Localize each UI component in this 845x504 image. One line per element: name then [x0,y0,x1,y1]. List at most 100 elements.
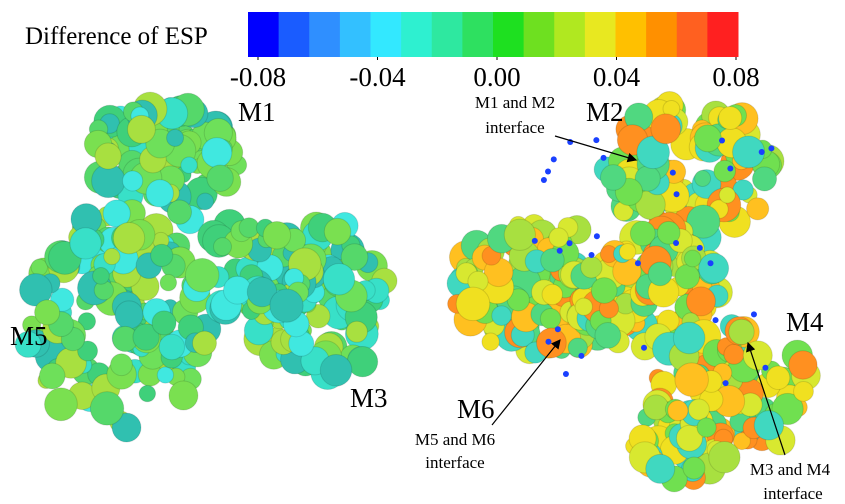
surface-sphere [540,247,565,273]
arrow [491,339,561,426]
surface-spot [696,244,703,251]
surface-sphere [718,186,736,204]
surface-sphere [38,362,66,390]
colorbar-block [278,12,310,57]
surface-spot [578,352,585,359]
surface-spot [641,344,648,351]
surface-sphere [89,391,125,426]
surface-sphere [675,424,703,452]
surface-sphere [69,227,102,260]
surface-spot [540,177,547,184]
surface-sphere [345,320,368,343]
surface-spot [727,165,734,172]
surface-sphere [168,380,199,411]
surface-sphere [536,327,567,359]
label-m3: M3 [350,383,388,413]
colorbar-block [309,12,341,57]
surface-sphere [455,286,491,322]
surface-spot [593,137,600,144]
colorbar-block [523,12,555,57]
colorbar-block [584,12,616,57]
surface-sphere [192,330,217,356]
surface-sphere [713,159,737,183]
surface-sphere [718,105,743,131]
surface-sphere [269,288,304,323]
surface-sphere [694,169,712,187]
interface-label: M5 and M6 [415,430,495,449]
surface-sphere [656,220,681,245]
surface-sphere [132,323,160,351]
colorbar-block [401,12,433,57]
surface-sphere [548,227,569,248]
surface-sphere [539,308,562,330]
surface-sphere [122,170,144,192]
surface-sphere [667,399,689,422]
surface-sphere [788,350,818,380]
molecule-surfaces [14,91,821,493]
surface-spot [722,380,729,387]
surface-sphere [746,197,770,221]
surface-spot [673,240,680,247]
surface-sphere [682,456,706,480]
surface-sphere [158,333,186,361]
surface-sphere [102,199,131,228]
surface-sphere [138,384,157,403]
arrow [554,135,638,163]
surface-spot [566,240,573,247]
surface-sphere [94,142,122,170]
surface-sphere [728,318,755,346]
surface-sphere [262,220,292,250]
colorbar-block [248,12,280,57]
surface-sphere [645,453,676,484]
colorbar-block [431,12,463,57]
surface-sphere [92,267,110,285]
colorbar-block [462,12,494,57]
colorbar-tick-label: 0.04 [593,62,641,92]
surface-sphere [708,441,741,474]
surface-sphere [753,410,785,441]
surface-sphere [34,299,61,326]
surface-sphere [742,340,773,371]
surface-spot [562,371,569,378]
colorbar-block [676,12,708,57]
surface-sphere [150,243,174,267]
surface-sphere [481,332,500,352]
surface-sphere [322,263,356,296]
surface-spot [707,260,714,267]
surface-sphere [541,283,563,306]
surface-sphere [340,243,369,271]
surface-sphere [77,340,99,362]
surface-sphere [145,179,174,208]
colorbar: -0.08 -0.04 0.00 0.04 0.08 [230,12,760,92]
surface-sphere [599,164,627,191]
surface-sphere [213,237,233,257]
surface-sphere [319,353,353,387]
surface-sphere [126,114,156,144]
surface-spot [600,154,607,161]
interface-label: interface [485,118,544,137]
colorbar-block [615,12,647,57]
surface-sphere [156,366,175,384]
interface-label: interface [763,484,822,503]
surface-sphere [594,321,622,349]
surface-sphere [723,343,745,365]
surface-spot [712,317,719,324]
colorbar-block [493,12,525,57]
colorbar-tick-label: 0.00 [473,62,520,92]
surface-sphere [503,218,536,251]
arrow [746,341,786,456]
surface-sphere [103,247,121,266]
surface-sphere [151,310,177,336]
surface-sphere [674,362,709,397]
colorbar-block [339,12,371,57]
surface-sphere [491,305,512,326]
surface-sphere [44,387,78,422]
surface-spot [762,364,769,371]
surface-sphere [751,166,778,192]
surface-spot [750,311,757,318]
surface-sphere [111,412,142,443]
surface-sphere [672,321,706,355]
colorbar-block [707,12,739,57]
colorbar-block [370,12,402,57]
surface-sphere [674,264,701,290]
